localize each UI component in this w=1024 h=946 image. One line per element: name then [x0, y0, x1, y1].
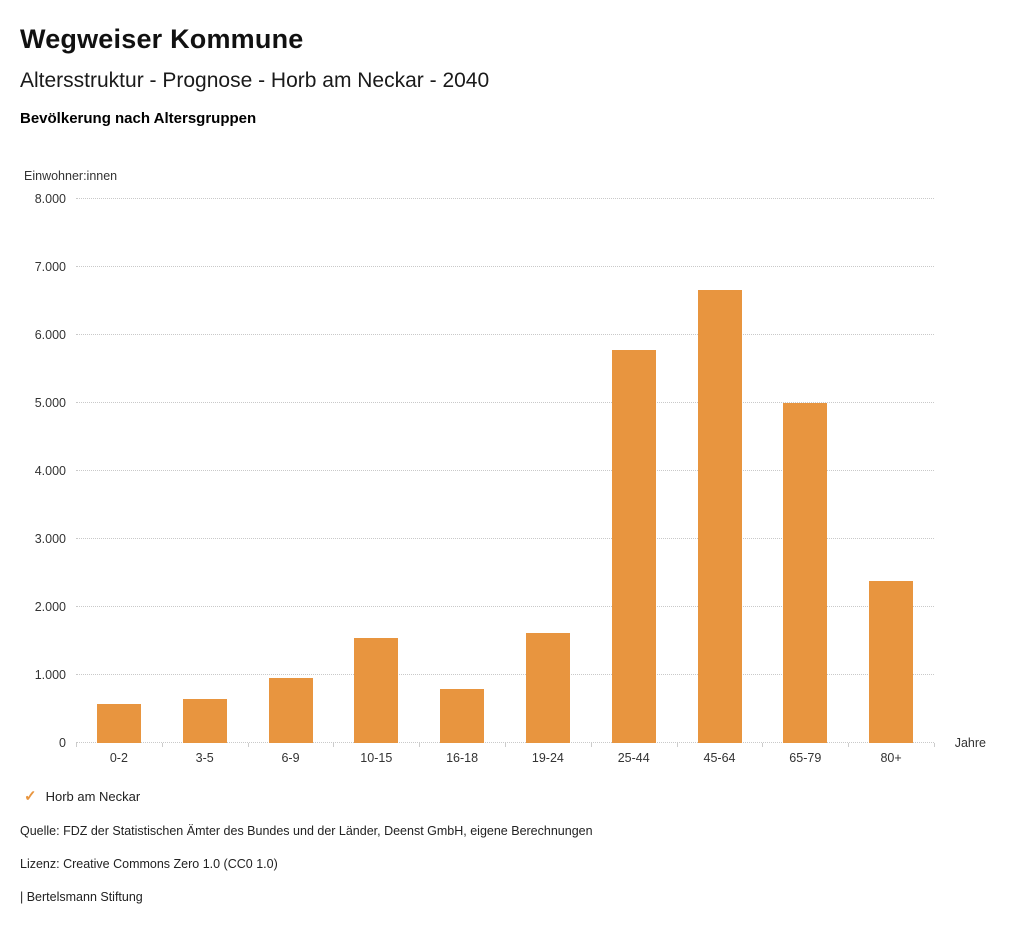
- chart-heading: Bevölkerung nach Altersgruppen: [20, 110, 257, 127]
- attribution-text: | Bertelsmann Stiftung: [20, 890, 143, 904]
- x-axis-labels: 0-2 3-5 6-9 10-15 16-18 19-24 25-44 45-64 65-79 8…: [76, 743, 934, 767]
- x-tick-label: 65-79: [789, 751, 822, 765]
- x-tick-label: 10-15: [360, 751, 393, 765]
- x-tick-label: 80+: [880, 751, 902, 765]
- x-axis-tick: [76, 743, 77, 747]
- legend-checkmark-icon: ✓: [24, 788, 37, 805]
- gridline: [76, 266, 934, 267]
- y-tick-label: 4.000: [34, 464, 66, 478]
- gridline: [76, 334, 934, 335]
- license-text: Lizenz: Creative Commons Zero 1.0 (CC0 1…: [20, 857, 278, 871]
- gridline: [76, 606, 934, 607]
- gridline: [76, 402, 934, 403]
- chart-footer: Quelle: FDZ der Statistischen Ämter des …: [20, 824, 1004, 905]
- x-axis-tick: [505, 743, 506, 747]
- x-axis-tick: [590, 743, 592, 747]
- y-tick-label: 8.000: [34, 192, 66, 206]
- x-axis-tick: [333, 743, 335, 747]
- x-axis-tick: [161, 743, 163, 747]
- bar-3-5[interactable]: [182, 699, 227, 743]
- x-axis-tick: [762, 743, 764, 747]
- gridline: [76, 538, 934, 539]
- bar-25-44[interactable]: [611, 349, 656, 743]
- bar-80+[interactable]: [869, 581, 914, 743]
- gridline: [76, 674, 934, 675]
- x-tick-label: 6-9: [281, 751, 300, 765]
- y-tick-label: 0: [59, 736, 66, 750]
- gridline: [76, 470, 934, 471]
- legend-series-label: Horb am Neckar: [45, 789, 141, 804]
- y-axis-title: Einwohner:innen: [24, 169, 118, 183]
- gridline: [76, 198, 934, 199]
- bar-0-2[interactable]: [96, 704, 141, 743]
- y-tick-label: 2.000: [34, 600, 66, 614]
- y-tick-label: 5.000: [34, 396, 66, 410]
- bar-16-18[interactable]: [440, 688, 485, 743]
- x-axis-tick: [676, 743, 678, 747]
- x-tick-label: 16-18: [446, 751, 479, 765]
- y-tick-label: 6.000: [34, 328, 66, 342]
- y-tick-label: 3.000: [34, 532, 66, 546]
- x-tick-label: 0-2: [109, 751, 128, 765]
- chart-subtitle: Altersstruktur - Prognose - Horb am Neck…: [20, 69, 490, 92]
- x-tick-label: 19-24: [531, 751, 564, 765]
- source-text: Quelle: FDZ der Statistischen Ämter des …: [20, 824, 593, 838]
- plot-wrap: Jahre 0-2 3-5 6-9 10-15 16-18 19-24 25-44 45-64…: [76, 198, 986, 767]
- bar-chart: 0 1.000 2.000 3.000 4.000 5.000 6.000 7.000 8.00…: [20, 192, 1004, 767]
- plot-area: Jahre: [76, 198, 986, 750]
- chart-legend[interactable]: ✓ Horb am Neckar: [24, 789, 1004, 804]
- x-tick-label: 45-64: [703, 751, 736, 765]
- bar-65-79[interactable]: [783, 403, 828, 743]
- y-tick-label: 7.000: [34, 260, 66, 274]
- bar-45-64[interactable]: [697, 290, 742, 743]
- x-axis-title: Jahre: [954, 736, 986, 750]
- x-axis-tick: [419, 743, 421, 747]
- x-axis-tick: [848, 743, 850, 747]
- x-tick-label: 25-44: [617, 751, 650, 765]
- x-axis-tick: [934, 743, 935, 747]
- x-axis-tick: [247, 743, 249, 747]
- bar-10-15[interactable]: [354, 637, 399, 743]
- bar-6-9[interactable]: [268, 678, 313, 743]
- page-title: Wegweiser Kommune: [20, 24, 304, 54]
- gridline: [76, 742, 934, 743]
- bar-19-24[interactable]: [525, 632, 570, 743]
- x-tick-label: 3-5: [195, 751, 214, 765]
- y-axis-labels: 0 1.000 2.000 3.000 4.000 5.000 6.000 7.000 8.00…: [20, 192, 76, 750]
- y-tick-label: 1.000: [34, 668, 66, 682]
